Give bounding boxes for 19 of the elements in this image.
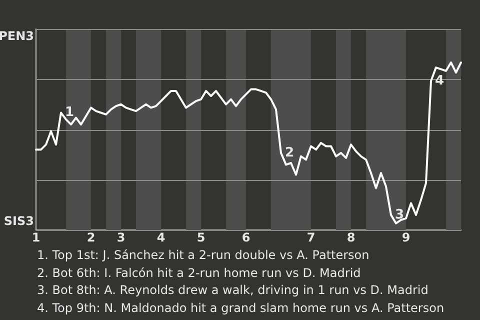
text: 2. Bot 6th: I. Falcón hit a 2-run home run vs D. Madrid	[37, 264, 362, 282]
x-tick-label: 2	[86, 230, 96, 244]
annotation: 1	[65, 105, 74, 120]
x-tick-label: 1	[32, 230, 40, 244]
annotation: 2	[285, 145, 294, 160]
text: 1. Top 1st: J. Sánchez hit a 2-run double vs A. Patterson	[37, 247, 370, 264]
text: SIS3	[4, 214, 34, 228]
annotation: 4	[435, 73, 444, 88]
text: 3. Bot 8th: A. Reynolds drew a walk, driving in 1 run vs D. Madrid	[37, 282, 430, 299]
x-tick-label: 7	[306, 230, 316, 244]
x-tick-label: 4	[156, 230, 166, 244]
annotation: 3	[395, 207, 404, 222]
x-tick-label: 5	[196, 230, 206, 244]
x-tick-label: 8	[346, 230, 356, 244]
x-tick-label: 3	[116, 230, 126, 244]
x-tick-label: 9	[402, 230, 410, 244]
text: 4. Top 9th: N. Maldonado hit a grand slam home run vs A. Patterson	[37, 300, 444, 316]
x-tick-label: 6	[242, 230, 250, 244]
text: PEN3	[0, 29, 34, 44]
